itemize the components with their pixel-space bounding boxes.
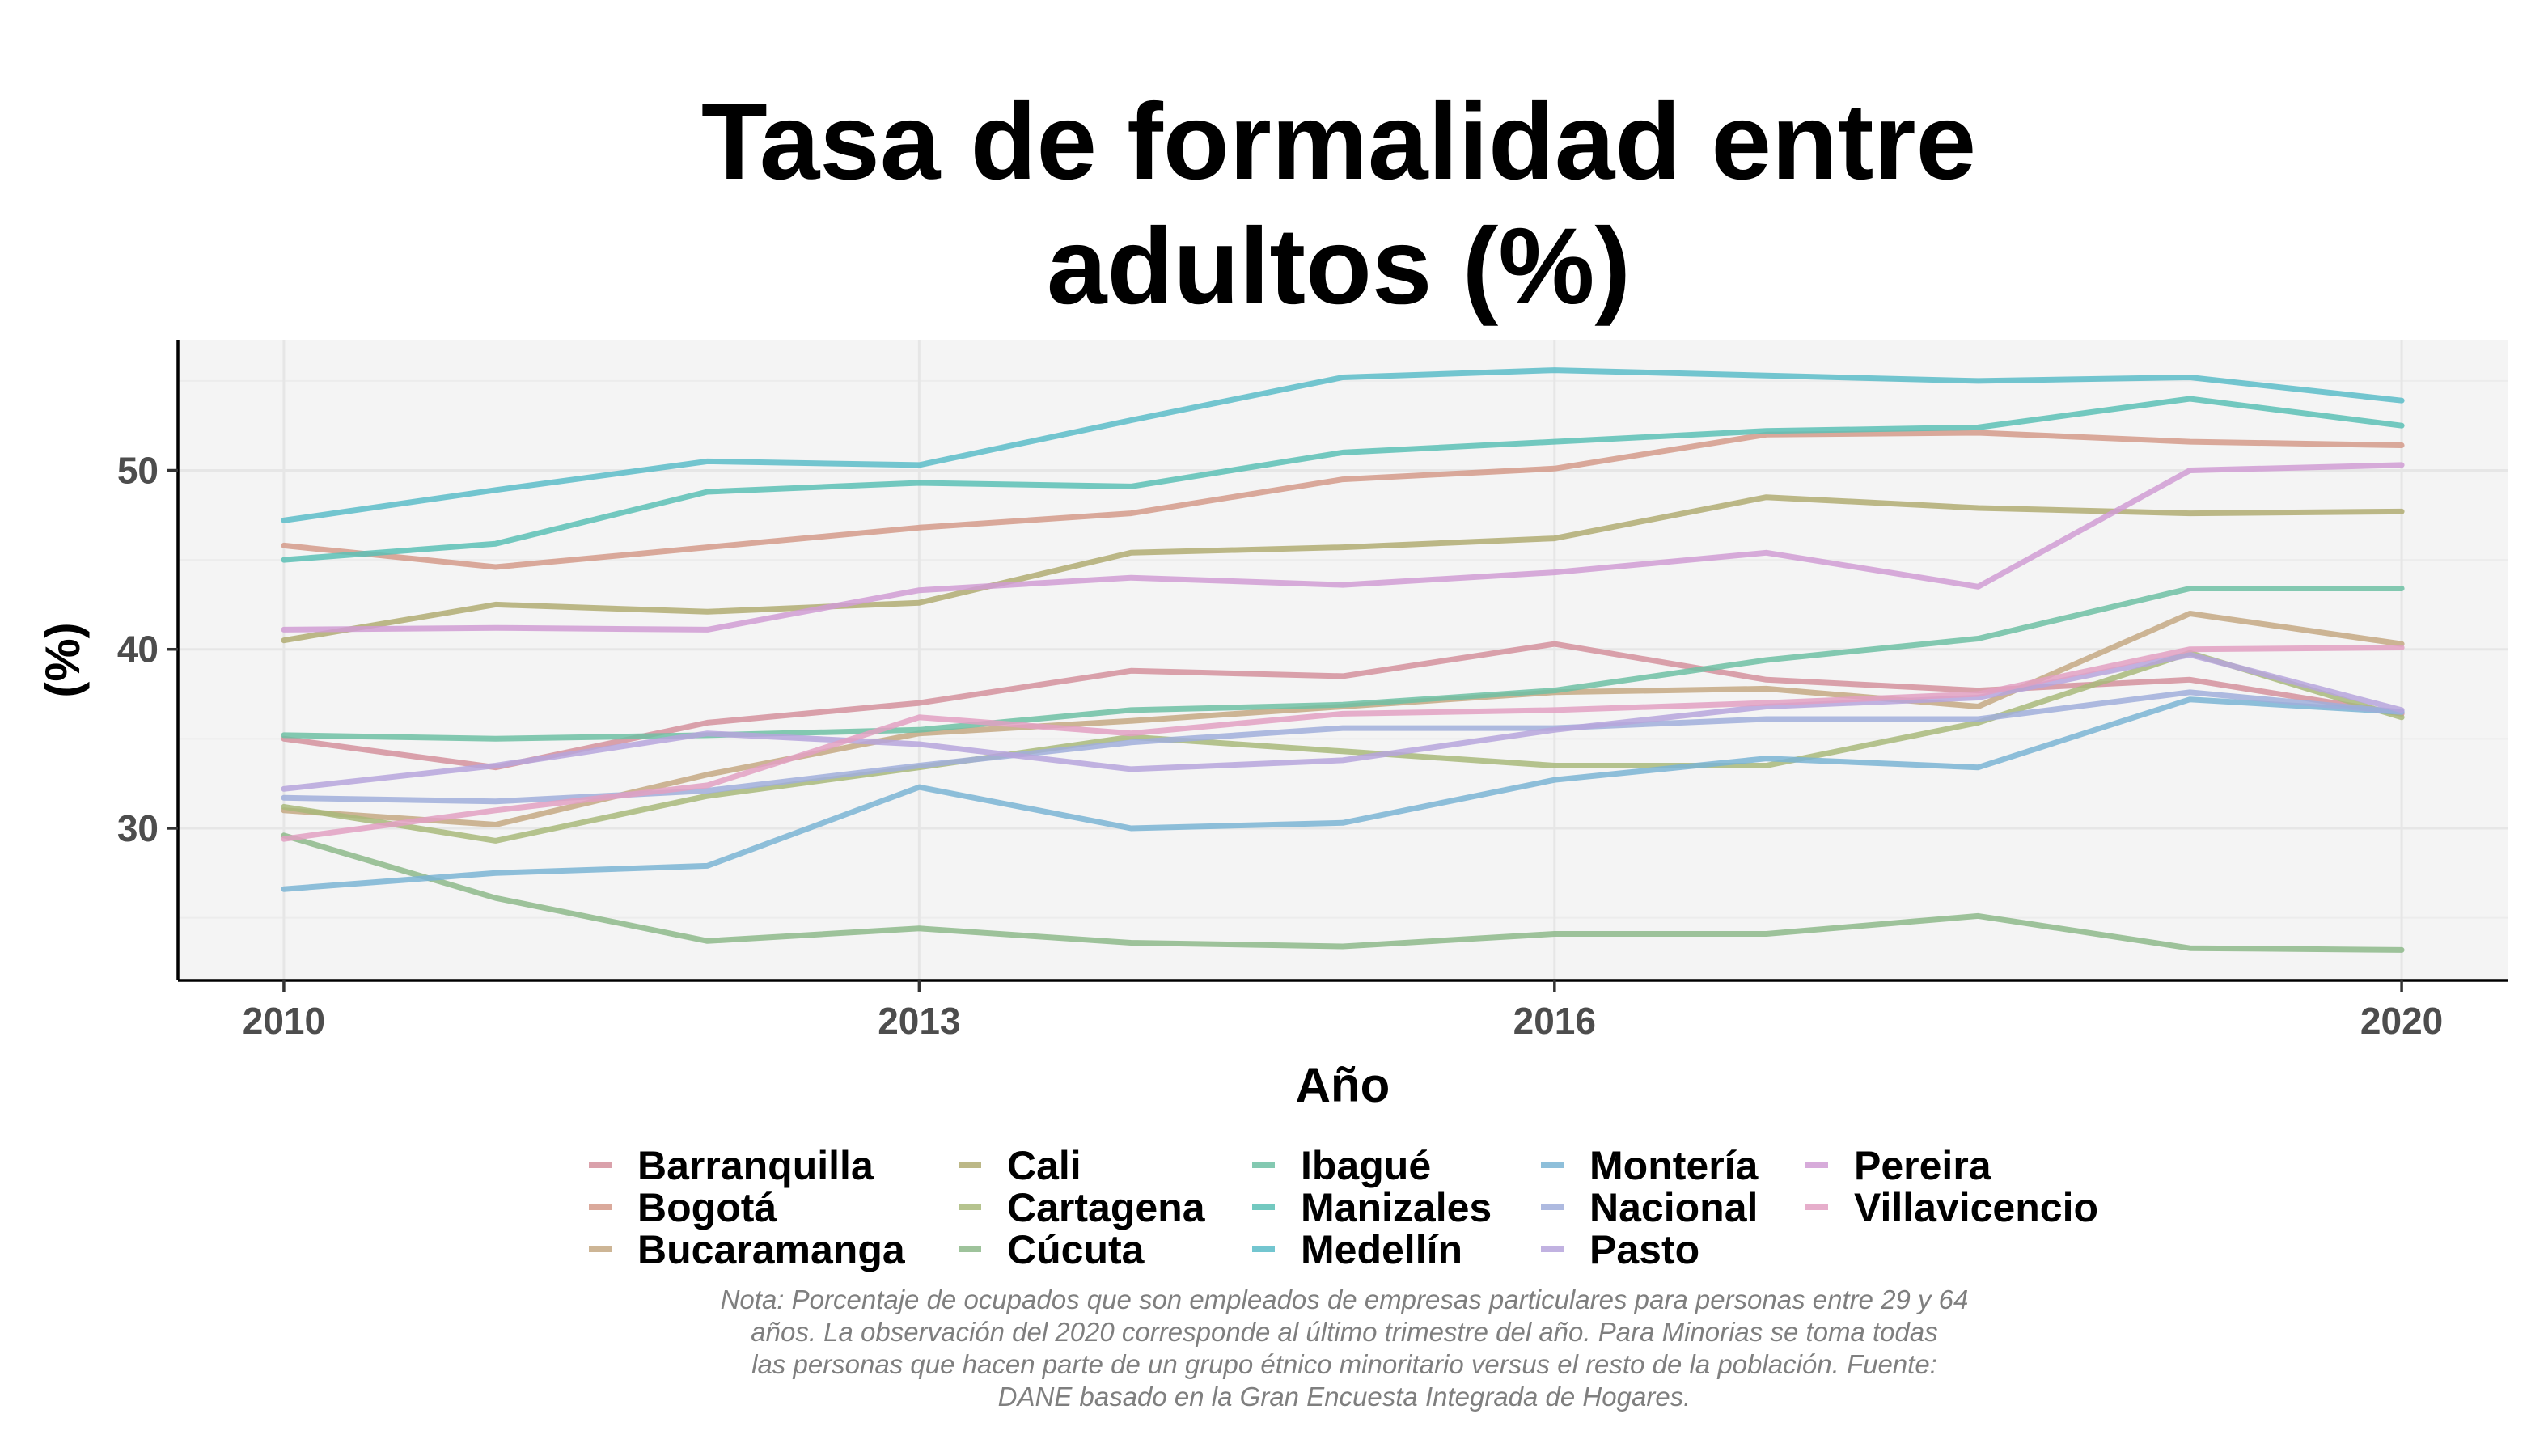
series-line-ibagué <box>281 586 2405 742</box>
series-line-pereira <box>281 462 2405 633</box>
caption-line: Nota: Porcentaje de ocupados que son emp… <box>721 1285 1969 1314</box>
legend-label: Bucaramanga <box>637 1227 906 1272</box>
axes: 30 40 50 2010 2013 2016 2020 <box>117 340 2508 1042</box>
x-tick-label: 2013 <box>878 1000 960 1042</box>
series-line-medellín <box>281 367 2405 523</box>
legend-label: Nacional <box>1589 1185 1758 1230</box>
legend-label: Pasto <box>1589 1227 1699 1272</box>
grid-lines <box>178 340 2508 980</box>
caption-line: años. La observación del 2020 correspond… <box>751 1317 1937 1347</box>
series-line-cali <box>281 494 2405 644</box>
legend-label: Bogotá <box>637 1185 777 1230</box>
legend-label: Barranquilla <box>637 1143 874 1188</box>
legend-label: Medellín <box>1301 1227 1462 1272</box>
y-tick-label: 50 <box>117 449 159 491</box>
y-tick-label: 30 <box>117 807 159 849</box>
caption: Nota: Porcentaje de ocupados que son emp… <box>721 1285 1969 1412</box>
caption-line: DANE basado en la Gran Encuesta Integrad… <box>998 1382 1691 1412</box>
x-tick-label: 2020 <box>2360 1000 2443 1042</box>
legend-label: Cartagena <box>1007 1185 1206 1230</box>
y-axis-title: (%) <box>36 622 90 697</box>
series-line-cartagena <box>281 650 2405 844</box>
x-tick-label: 2016 <box>1513 1000 1596 1042</box>
chart-title-line-1: Tasa de formalidad entre <box>701 82 1976 202</box>
legend-label: Pereira <box>1854 1143 1992 1188</box>
plot-panel <box>178 340 2508 980</box>
caption-line: las personas que hacen parte de un grupo… <box>751 1349 1937 1379</box>
series-line-villavicencio <box>281 645 2405 842</box>
series-lines <box>281 367 2405 953</box>
x-tick-label: 2010 <box>243 1000 325 1042</box>
y-tick-label: 40 <box>117 629 159 671</box>
legend-label: Montería <box>1589 1143 1759 1188</box>
legend-label: Manizales <box>1301 1185 1492 1230</box>
legend-label: Cali <box>1007 1143 1081 1188</box>
legend-label: Cúcuta <box>1007 1227 1145 1272</box>
series-line-manizales <box>281 396 2405 563</box>
legend-label: Ibagué <box>1301 1143 1431 1188</box>
x-axis-title: Año <box>1296 1058 1390 1112</box>
series-line-bogotá <box>281 430 2405 570</box>
series-line-montería <box>281 696 2405 892</box>
chart-title-line-2: adultos (%) <box>1047 206 1631 327</box>
series-line-cúcuta <box>281 832 2405 953</box>
legend-label: Villavicencio <box>1854 1185 2098 1230</box>
series-line-pasto <box>281 651 2405 792</box>
